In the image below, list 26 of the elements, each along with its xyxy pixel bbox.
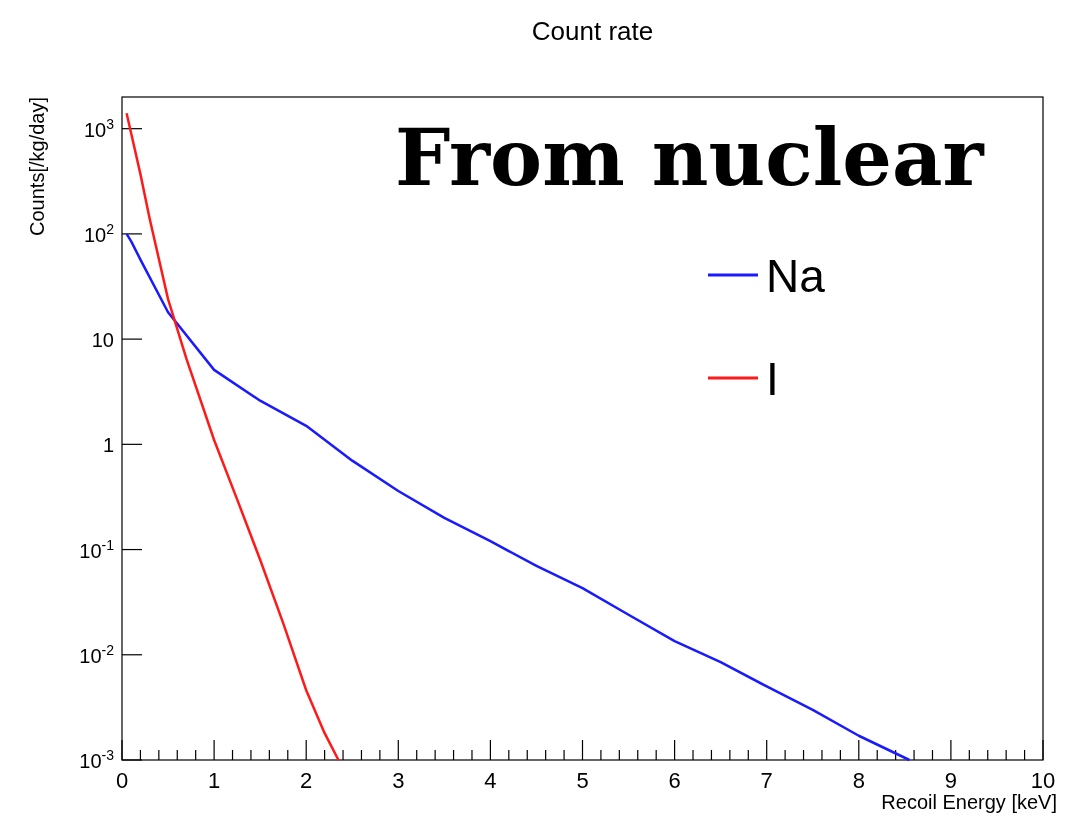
y-tick-label: 1 bbox=[102, 434, 114, 457]
x-tick-label: 10 bbox=[1030, 768, 1056, 793]
x-tick-label: 8 bbox=[852, 768, 865, 793]
y-tick-label: 10$^{2}$ bbox=[83, 220, 115, 246]
line-series bbox=[125, 112, 340, 762]
y-tick-label: 10$^{-2}$ bbox=[79, 641, 115, 667]
x-tick-label: 4 bbox=[484, 768, 497, 793]
x-tick-label: 7 bbox=[760, 768, 773, 793]
y-tick-label: 10$^{3}$ bbox=[83, 115, 115, 141]
legend-label: Na bbox=[766, 250, 826, 302]
x-tick-label: 3 bbox=[392, 768, 405, 793]
y-tick-label: 10$^{-3}$ bbox=[79, 747, 115, 772]
chart-title: Count rate bbox=[531, 16, 654, 46]
x-tick-label: 1 bbox=[207, 768, 221, 793]
annotation: From nuclear bbox=[395, 112, 985, 203]
x-tick-label: 0 bbox=[115, 768, 129, 793]
x-tick-label: 5 bbox=[576, 768, 589, 793]
y-tick-label: 10$^{-1}$ bbox=[79, 536, 115, 562]
line-series bbox=[125, 232, 911, 762]
x-tick-label: 2 bbox=[300, 768, 313, 793]
x-tick-label: 6 bbox=[668, 768, 681, 793]
x-axis-title: Recoil Energy [keV] bbox=[881, 791, 1057, 813]
x-tick-label: 9 bbox=[944, 768, 958, 793]
y-axis-title: Counts[/kg/day] bbox=[26, 97, 48, 236]
legend-label: I bbox=[766, 353, 779, 405]
y-tick-label: 10 bbox=[91, 329, 114, 352]
